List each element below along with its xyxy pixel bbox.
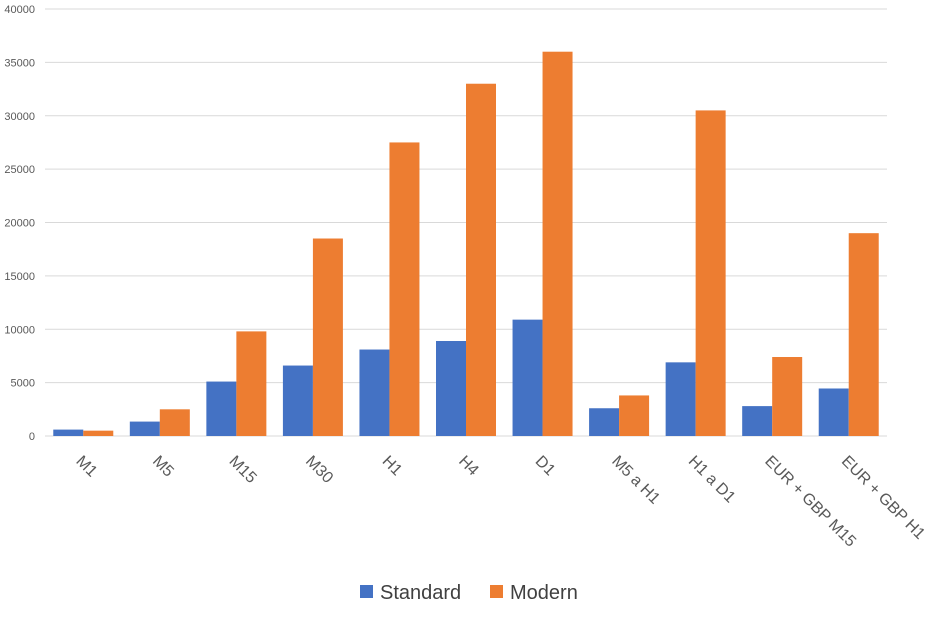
bar-standard-h1-a-d1 xyxy=(665,362,696,436)
bar-standard-h4 xyxy=(436,340,466,436)
x-axis-ticks: M1 M5 M15 M30 H1 H4 D1 M5 a H1 H1 a D1 EUR + GBP … xyxy=(72,453,928,551)
x-tick-label: D1 xyxy=(532,453,559,480)
x-tick-label: H1 xyxy=(379,453,406,480)
x-tick-label: M1 xyxy=(72,453,100,481)
bar-modern-h1-a-d1 xyxy=(695,110,726,436)
y-tick-label: 5000 xyxy=(11,378,35,390)
x-tick-label: EUR + GBP H1 xyxy=(838,453,928,543)
bar-standard-m5-a-h1 xyxy=(589,408,620,436)
y-tick-label: 40000 xyxy=(4,4,35,16)
x-tick-label: H1 a D1 xyxy=(685,453,739,507)
bar-standard-m15 xyxy=(206,381,237,436)
bar-modern-h1 xyxy=(389,142,420,436)
y-tick-label: 0 xyxy=(29,431,35,443)
bar-standard-m5 xyxy=(129,421,160,436)
y-tick-label: 25000 xyxy=(4,164,35,176)
y-tick-label: 15000 xyxy=(4,271,35,283)
bar-standard-eur-gbp-m15 xyxy=(742,406,773,436)
x-tick-label: M5 xyxy=(149,453,177,481)
bar-modern-m5 xyxy=(159,409,190,436)
y-axis-ticks: 0 5000 10000 15000 20000 25000 30000 35000 40000 xyxy=(4,4,35,443)
legend-swatch-standard xyxy=(360,585,373,598)
bar-modern-m15 xyxy=(236,331,267,436)
legend-label-standard: Standard xyxy=(380,582,461,604)
bar-modern-m1 xyxy=(83,430,114,436)
x-tick-label: M30 xyxy=(302,453,336,487)
bar-modern-d1 xyxy=(542,51,573,436)
bars xyxy=(53,51,879,436)
y-tick-label: 35000 xyxy=(4,57,35,69)
legend-label-modern: Modern xyxy=(510,582,578,604)
bar-standard-h1 xyxy=(359,349,390,436)
bar-standard-m30 xyxy=(282,365,313,436)
bar-standard-m1 xyxy=(53,429,84,436)
y-tick-label: 20000 xyxy=(4,218,35,230)
x-tick-label: M15 xyxy=(226,453,260,487)
bar-modern-eur-gbp-m15 xyxy=(772,357,803,436)
legend-swatch-modern xyxy=(490,585,503,598)
bar-modern-h4 xyxy=(466,83,496,436)
x-tick-label: M5 a H1 xyxy=(608,453,663,508)
bar-modern-eur-gbp-h1 xyxy=(848,233,879,436)
y-tick-label: 30000 xyxy=(4,111,35,123)
bar-standard-d1 xyxy=(512,319,543,436)
x-tick-label: H4 xyxy=(455,453,482,480)
y-tick-label: 10000 xyxy=(4,324,35,336)
bar-standard-eur-gbp-h1 xyxy=(818,388,849,436)
legend: Standard Modern xyxy=(360,582,578,604)
bar-modern-m5-a-h1 xyxy=(619,395,650,436)
bar-modern-m30 xyxy=(312,238,343,436)
